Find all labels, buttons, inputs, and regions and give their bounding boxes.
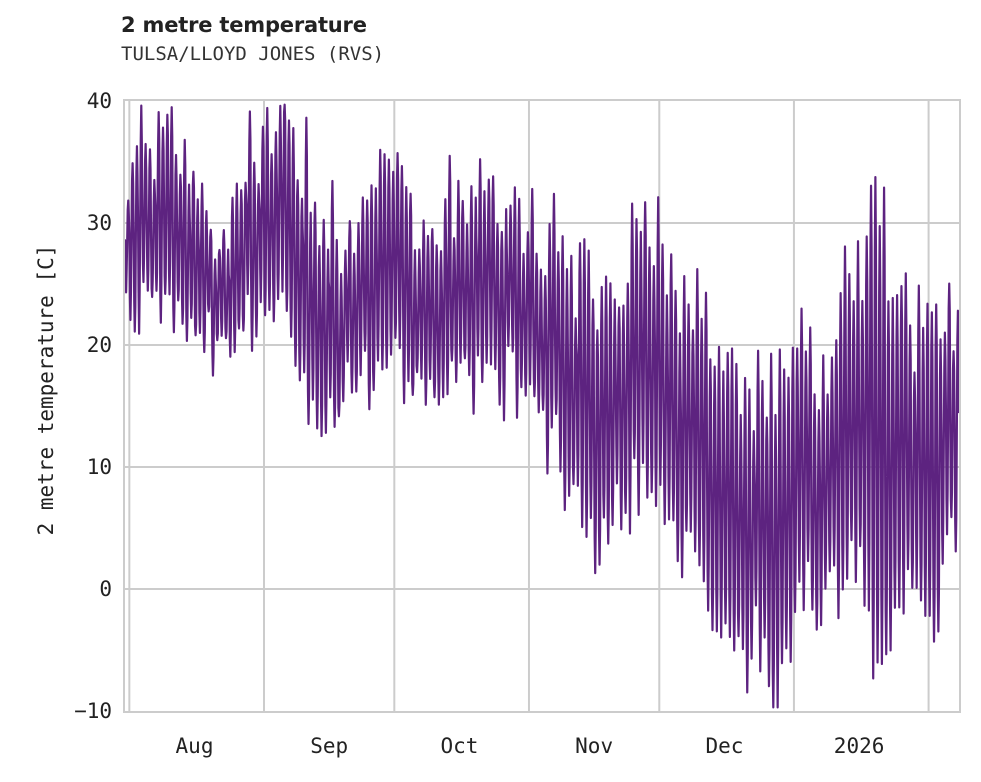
- y-axis-tick: 30: [86, 211, 112, 235]
- temperature-series: [125, 101, 959, 711]
- x-axis-tick: Oct: [440, 734, 479, 758]
- y-axis-tick-labels: 40 30 20 10 0 −10: [0, 0, 112, 782]
- x-axis-tick: 2026: [833, 734, 885, 758]
- plot-area: [123, 99, 961, 713]
- x-axis-tick: Dec: [705, 734, 744, 758]
- series-line: [125, 105, 959, 708]
- y-axis-tick: 10: [86, 455, 112, 479]
- chart-subtitle: TULSA/LLOYD JONES (RVS): [121, 43, 385, 65]
- page-title: 2 metre temperature: [121, 13, 367, 37]
- y-axis-tick: 0: [99, 577, 112, 601]
- y-axis-tick: −10: [74, 699, 112, 723]
- x-axis-tick: Nov: [575, 734, 614, 758]
- y-axis-tick: 20: [86, 333, 112, 357]
- y-axis-tick: 40: [86, 89, 112, 113]
- title-block: 2 metre temperature TULSA/LLOYD JONES (R…: [121, 12, 921, 68]
- x-axis-tick: Sep: [310, 734, 349, 758]
- x-axis-tick: Aug: [175, 734, 214, 758]
